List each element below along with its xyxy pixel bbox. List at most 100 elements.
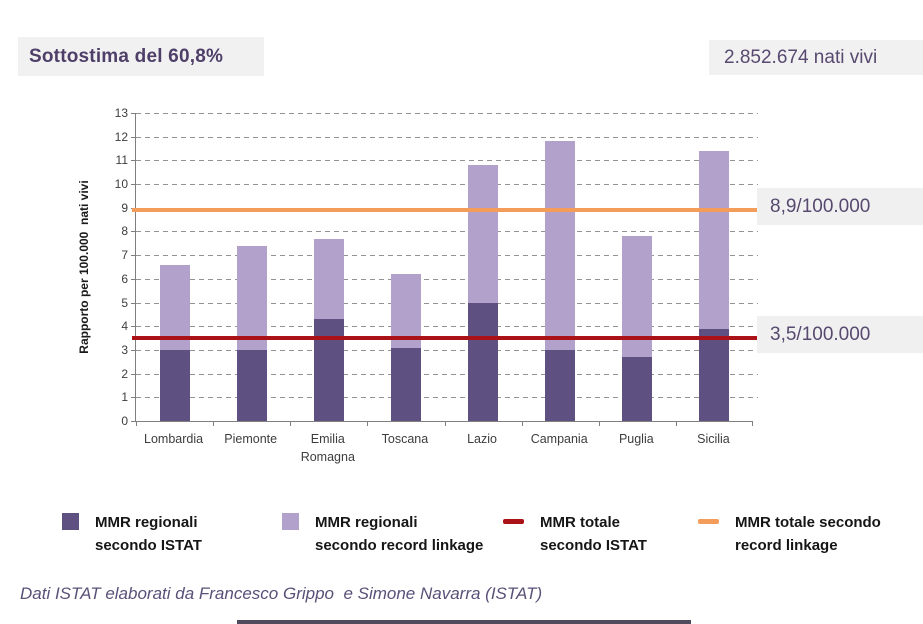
y-tick-label-4: 4 [121, 319, 128, 334]
y-tick-label-13: 13 [114, 106, 128, 120]
y-tick-label-7: 7 [121, 248, 128, 263]
istat-regional-swatch-icon [62, 513, 79, 530]
legend-item-mmr-totale-linkage: MMR totale secondo record linkage [698, 511, 881, 557]
legend-item-mmr-regionali-linkage: MMR regionali secondo record linkage [282, 511, 483, 557]
reference-line-8-9-100-000 [132, 208, 757, 213]
y-tick-label-0: 0 [121, 414, 128, 428]
istat-total-line-label-text: 3,5/100.000 [770, 323, 871, 345]
bottom-accent-bar [237, 620, 691, 624]
y-tick-mark-4 [131, 326, 136, 328]
gridline-3 [136, 349, 758, 351]
bar-istat-campania [545, 349, 576, 421]
y-tick-label-5: 5 [121, 295, 128, 310]
gridline-6 [136, 278, 758, 280]
live-births-badge: 2.852.674 nati vivi [709, 40, 923, 75]
y-tick-label-11: 11 [115, 153, 128, 168]
legend-label-line1: MMR totale secondo [735, 514, 881, 531]
gridline-10 [136, 184, 758, 186]
legend-label: MMR totale secondo record linkage [735, 511, 881, 557]
y-axis-tick-labels: 0 1 2 3 4 5 6 7 8 9 10 11 12 13 [95, 106, 128, 428]
y-tick-mark-1 [131, 397, 136, 399]
y-tick-label-1: 1 [121, 390, 128, 405]
gridline-4 [136, 326, 758, 328]
x-axis-label-emilia-romagna: Emilia Romagna [300, 432, 355, 464]
y-tick-label-2: 2 [121, 366, 128, 381]
x-tick-mark-1 [213, 421, 214, 426]
legend-label-line2: secondo ISTAT [540, 537, 647, 554]
legend-label: MMR totale secondo ISTAT [540, 511, 647, 557]
x-tick-mark-7 [676, 421, 677, 426]
y-tick-label-3: 3 [121, 342, 128, 357]
y-tick-label-6: 6 [121, 271, 128, 286]
y-tick-mark-10 [131, 184, 136, 186]
y-tick-mark-7 [131, 255, 136, 257]
y-axis-title-text: Rapporto per 100.000 nati vivi [77, 180, 91, 354]
y-tick-label-8: 8 [121, 224, 128, 239]
legend-label-line2: secondo ISTAT [95, 537, 202, 554]
x-axis-label-piemonte: Piemonte [224, 432, 278, 446]
x-tick-mark-2 [290, 421, 291, 426]
gridline-7 [136, 255, 758, 257]
y-tick-label-12: 12 [114, 129, 128, 144]
reference-line-3-5-100-000 [132, 336, 757, 341]
legend-label-line2: secondo record linkage [315, 537, 484, 554]
y-tick-label-9: 9 [121, 200, 128, 215]
bar-istat-sicilia [699, 328, 730, 421]
y-tick-label-10: 10 [114, 177, 128, 192]
bar-istat-lombardia [159, 349, 190, 421]
gridline-2 [136, 373, 758, 375]
bar-istat-piemonte [236, 349, 267, 421]
x-axis-label-puglia: Puglia [618, 432, 654, 446]
credit-text: Dati ISTAT elaborati da Francesco Grippo… [20, 584, 543, 603]
chart-plot-area [131, 113, 758, 426]
y-tick-mark-5 [131, 302, 136, 304]
y-tick-mark-12 [131, 136, 136, 138]
y-axis-title: Rapporto per 100.000 nati vivi [74, 113, 94, 421]
gridline-5 [136, 302, 758, 304]
linkage-total-line-label: 8,9/100.000 [757, 188, 923, 225]
x-tick-mark-8 [752, 421, 753, 426]
x-axis-label-campania: Campania [530, 432, 588, 446]
legend-label-line1: MMR regionali [95, 514, 198, 531]
istat-total-line-label: 3,5/100.000 [757, 316, 923, 353]
y-tick-mark-11 [131, 160, 136, 162]
x-tick-mark-5 [522, 421, 523, 426]
x-axis-labels: Lombardia Piemonte Emilia Romagna Toscana La… [135, 430, 752, 474]
istat-total-dash-icon [503, 519, 524, 524]
legend-label-line2: record linkage [735, 537, 838, 554]
x-axis-label-sicilia: Sicilia [697, 432, 730, 446]
gridline-1 [136, 397, 758, 399]
bar-istat-emilia-romagna [313, 319, 344, 421]
x-tick-mark-4 [445, 421, 446, 426]
underestimate-badge: Sottostima del 60,8% [18, 37, 264, 76]
y-tick-mark-13 [131, 113, 136, 114]
x-axis-label-lazio: Lazio [467, 432, 497, 446]
y-tick-mark-3 [131, 349, 136, 351]
x-axis-label-lombardia: Lombardia [144, 432, 204, 446]
gridline-8 [136, 231, 758, 233]
linkage-regional-swatch-icon [282, 513, 299, 530]
legend-item-mmr-regionali-istat: MMR regionali secondo ISTAT [62, 511, 202, 557]
underestimate-badge-text: Sottostima del 60,8% [29, 45, 224, 67]
linkage-total-line-label-text: 8,9/100.000 [770, 195, 871, 217]
y-tick-mark-8 [131, 231, 136, 233]
legend-label-line1: MMR regionali [315, 514, 418, 531]
x-axis-label-toscana: Toscana [381, 432, 429, 446]
x-tick-mark-6 [599, 421, 600, 426]
bar-istat-toscana [390, 347, 421, 421]
bar-istat-lazio [468, 302, 499, 421]
gridline-12 [136, 136, 758, 138]
gridline-11 [136, 160, 758, 162]
legend-item-mmr-totale-istat: MMR totale secondo ISTAT [503, 511, 647, 557]
gridline-13 [136, 113, 758, 114]
legend-label: MMR regionali secondo record linkage [315, 511, 483, 557]
y-tick-mark-0 [131, 421, 136, 422]
legend-label-line1: MMR totale [540, 514, 620, 531]
y-tick-mark-2 [131, 373, 136, 375]
live-births-badge-text: 2.852.674 nati vivi [724, 46, 878, 68]
x-tick-mark-0 [136, 421, 137, 426]
y-tick-mark-6 [131, 278, 136, 280]
linkage-total-dash-icon [698, 519, 719, 524]
bar-istat-puglia [622, 357, 653, 421]
